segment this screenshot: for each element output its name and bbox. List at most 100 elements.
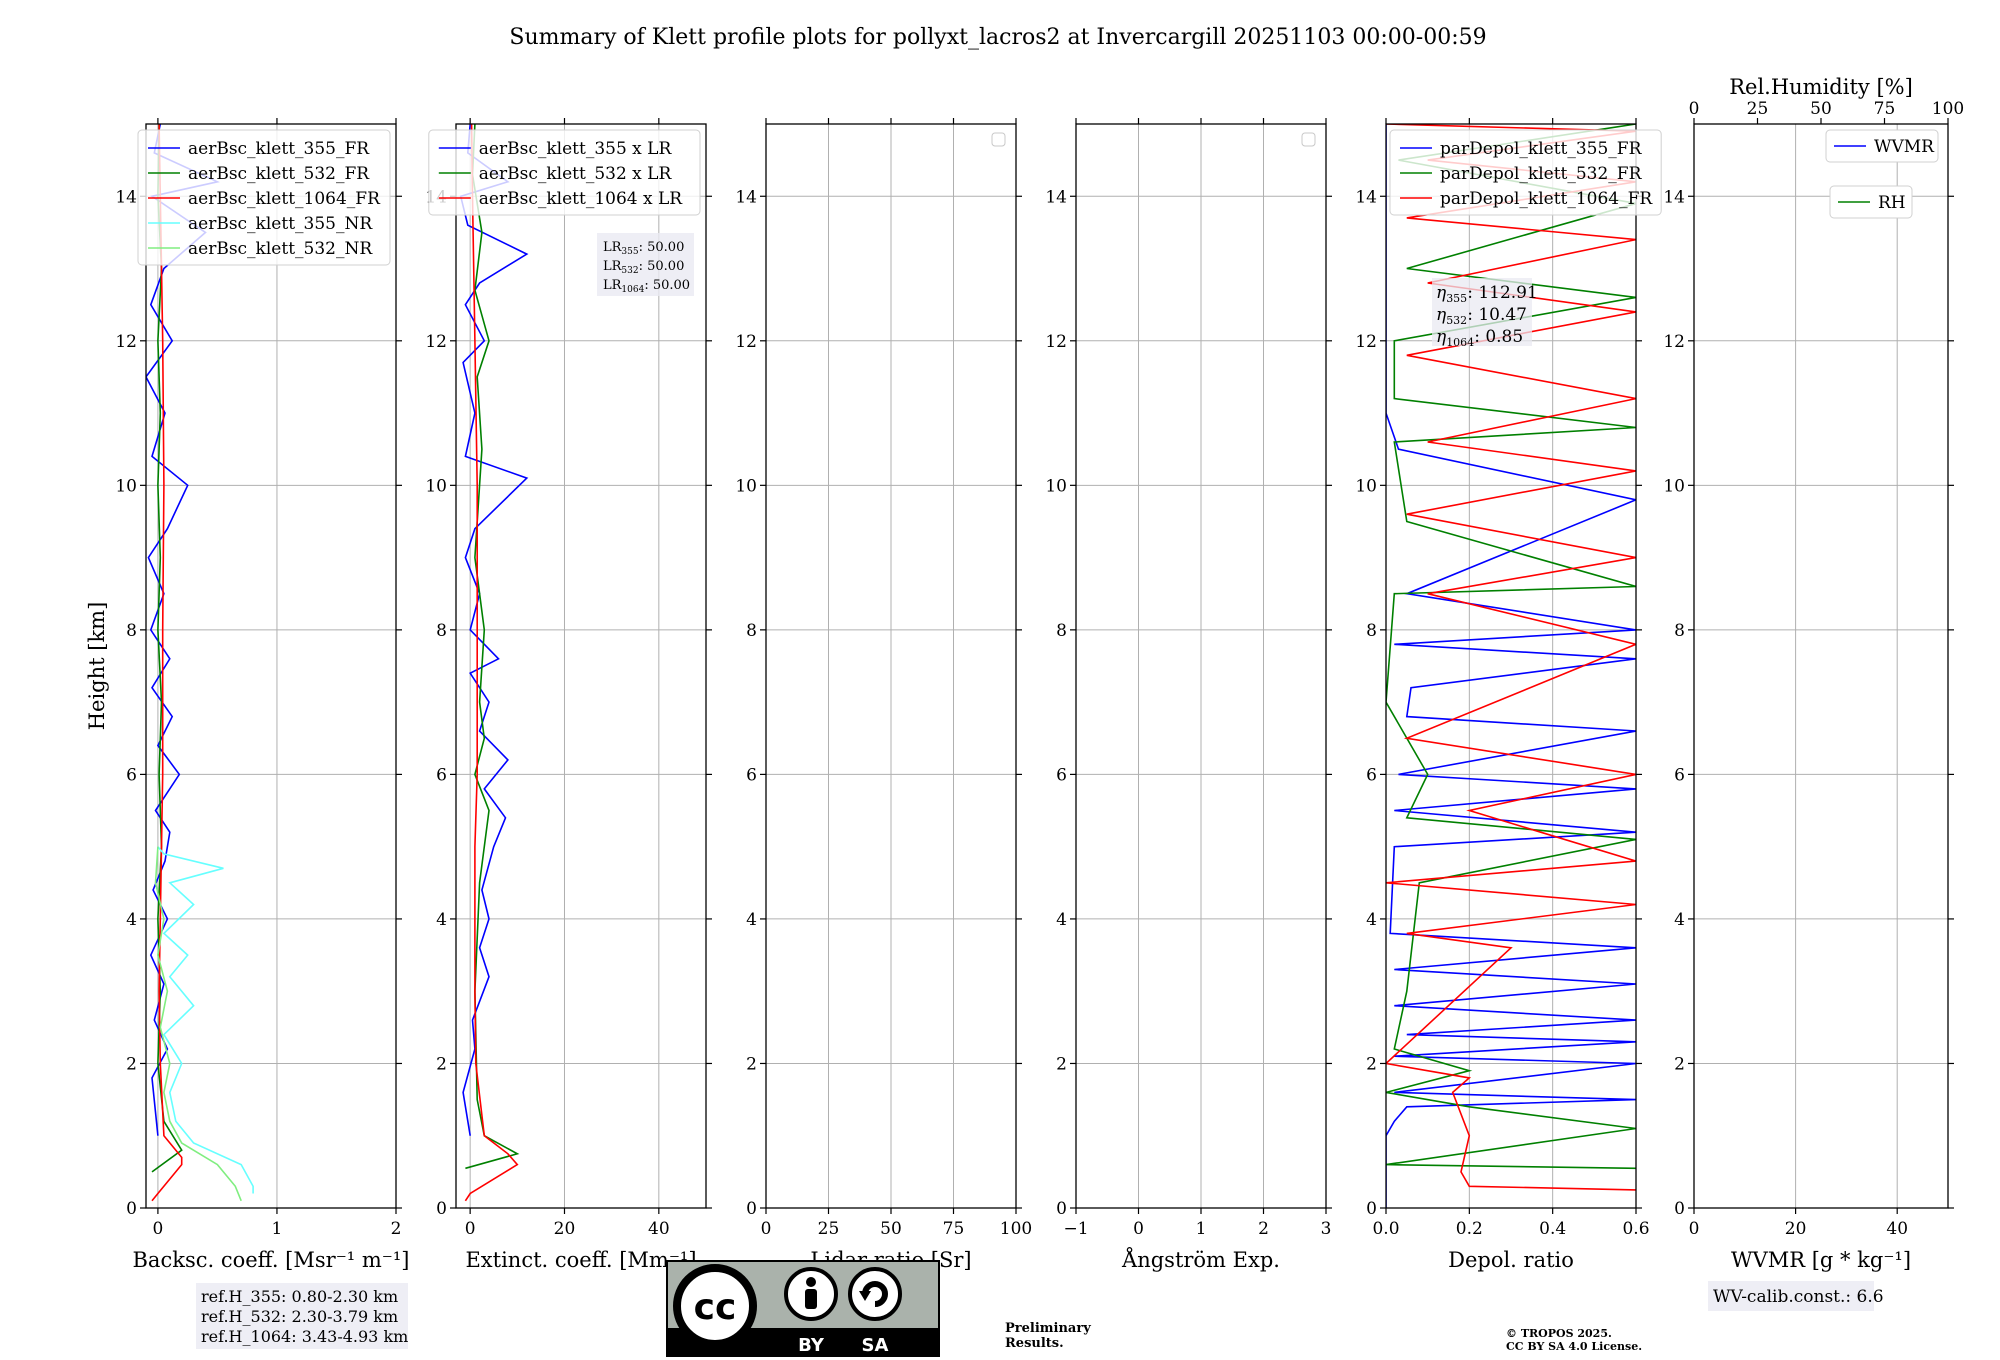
preliminary-label-line1: Preliminary: [1005, 1321, 1091, 1336]
ytick-label: 12: [1663, 332, 1685, 352]
wv-calib-const: WV-calib.const.: 6.6: [1713, 1287, 1884, 1307]
ytick-label: 8: [436, 621, 447, 641]
depol-calib-line: η355: 112.91: [1436, 283, 1538, 305]
cc-license-logo: cc BY SA: [666, 1260, 940, 1357]
series-line-aerBsc_klett_355_NR: [157, 846, 254, 1194]
top-xtick-label: 100: [1932, 99, 1964, 119]
legend-box: [428, 129, 701, 216]
copyright-line1: © TROPOS 2025.: [1506, 1327, 1612, 1340]
top-axis-label: Rel.Humidity [%]: [1729, 75, 1913, 99]
ytick-label: 2: [1674, 1054, 1685, 1074]
legend-WVMR: WVMR: [1825, 129, 1939, 163]
ytick-label: 10: [425, 476, 447, 496]
xtick-label: 0.0: [1372, 1219, 1399, 1239]
ytick-label: 6: [746, 765, 757, 785]
xtick-label: 75: [943, 1219, 965, 1239]
lr-subscript: 355: [621, 247, 638, 257]
eta-subscript: 355: [1446, 292, 1467, 305]
eta-subscript: 1064: [1446, 336, 1474, 349]
ytick-label: 0: [1366, 1199, 1377, 1219]
legend-label: RH: [1878, 193, 1906, 213]
panel-depol: 0 2 4 6 8 10 12 14 0.0 0.2 0.4 0.6 Depol. ratio parDe…: [1355, 118, 1662, 1272]
ytick-label: 8: [126, 621, 137, 641]
wv-calib-box: [1708, 1281, 1874, 1311]
ytick-label: 0: [126, 1199, 137, 1219]
ytick-label: 12: [1045, 332, 1067, 352]
ytick-label: 0: [436, 1199, 447, 1219]
top-xtick-label: 75: [1874, 99, 1896, 119]
ytick-label: 14: [1355, 187, 1377, 207]
depol-calib-line: η1064: 0.85: [1436, 327, 1523, 349]
reference-height-line: ref.H_532: 2.30-3.79 km: [201, 1307, 398, 1326]
ytick-label: 2: [126, 1054, 137, 1074]
xtick-label: 0: [152, 1219, 163, 1239]
reference-height-line: ref.H_1064: 3.43-4.93 km: [201, 1327, 408, 1346]
legend-label: parDepol_klett_532_FR: [1440, 164, 1643, 184]
ytick-label: 2: [1366, 1054, 1377, 1074]
depol-calib-line: η532: 10.47: [1436, 305, 1527, 327]
ytick-label: 6: [1674, 765, 1685, 785]
series-line-aerBsc_klett_532_FR: [151, 124, 183, 1173]
legend-label: aerBsc_klett_532_NR: [188, 239, 373, 259]
cc-logo-text: cc: [694, 1287, 737, 1328]
ytick-label: 6: [436, 765, 447, 785]
share-arrow-icon: [862, 1281, 888, 1307]
eta-value: : 0.85: [1474, 327, 1523, 347]
xtick-label: 0: [761, 1219, 772, 1239]
legend-label: aerBsc_klett_1064 x LR: [479, 189, 683, 209]
axes-frame: [455, 123, 707, 1209]
lr-prefix: LR: [603, 259, 623, 274]
person-body-icon: [805, 1289, 817, 1309]
ytick-label: 10: [1355, 476, 1377, 496]
lr-value: : 50.00: [639, 240, 685, 255]
legend-label: WVMR: [1874, 137, 1935, 157]
legend-label: aerBsc_klett_532_FR: [188, 164, 370, 184]
lr-value: : 50.00: [639, 259, 685, 274]
ytick-label: 6: [1056, 765, 1067, 785]
eta-prefix: η: [1436, 283, 1447, 303]
series-group-depol: [1386, 124, 1636, 1208]
legend-label: aerBsc_klett_355 x LR: [479, 139, 673, 159]
x-axis-label: Extinct. coeff. [Mm⁻¹]: [465, 1248, 696, 1272]
sa-share-alike-icon: [848, 1267, 902, 1321]
axes-frame: [1385, 123, 1637, 1209]
lr-prefix: LR: [603, 240, 623, 255]
share-arrowhead-icon: [859, 1291, 871, 1301]
ytick-label: 10: [115, 476, 137, 496]
cc-sa-label: SA: [862, 1335, 889, 1356]
legend-label: aerBsc_klett_1064_FR: [188, 189, 381, 209]
legend-box: [1825, 129, 1939, 163]
eta-prefix: η: [1436, 327, 1447, 347]
axes-frame: [1693, 123, 1949, 1209]
lr-subscript: 1064: [621, 285, 644, 295]
copyright-line2: CC BY SA 4.0 License.: [1506, 1340, 1642, 1353]
ytick-label: 4: [1056, 910, 1067, 930]
ytick-label: 8: [746, 621, 757, 641]
ytick-label: 0: [1056, 1199, 1067, 1219]
xtick-label: −1: [1063, 1219, 1088, 1239]
xtick-label: 40: [648, 1219, 670, 1239]
top-xtick-label: 25: [1747, 99, 1769, 119]
ytick-label: 8: [1056, 621, 1067, 641]
series-group-backscatter: [146, 124, 254, 1202]
ytick-label: 10: [1663, 476, 1685, 496]
x-axis-label: Ångström Exp.: [1121, 1247, 1280, 1272]
ytick-label: 10: [1045, 476, 1067, 496]
ytick-label: 0: [746, 1199, 757, 1219]
empty-legend-box: [991, 132, 1006, 147]
ytick-label: 12: [1355, 332, 1377, 352]
xtick-label: 40: [1886, 1219, 1908, 1239]
panel-lidar_ratio: 024681012140255075100Lidar ratio [Sr]: [735, 118, 1032, 1272]
ytick-label: 4: [436, 910, 447, 930]
series-group-extinction: [459, 124, 529, 1202]
ytick-label: 0: [1674, 1199, 1685, 1219]
top-xtick-label: 0: [1689, 99, 1700, 119]
legend-label: aerBsc_klett_532 x LR: [479, 164, 673, 184]
legend-label: aerBsc_klett_355_NR: [188, 214, 373, 234]
ytick-label: 14: [115, 187, 137, 207]
legend-box: [1829, 185, 1913, 219]
x-axis-label: WVMR [g * kg⁻¹]: [1731, 1248, 1911, 1272]
panel-wvmr: 0 2 4 6 8 10 12 14 0 20 40 WVMR [g * kg⁻¹] 0 25 50 75 10…: [1663, 75, 1964, 1311]
lr-subscript: 532: [621, 266, 638, 276]
